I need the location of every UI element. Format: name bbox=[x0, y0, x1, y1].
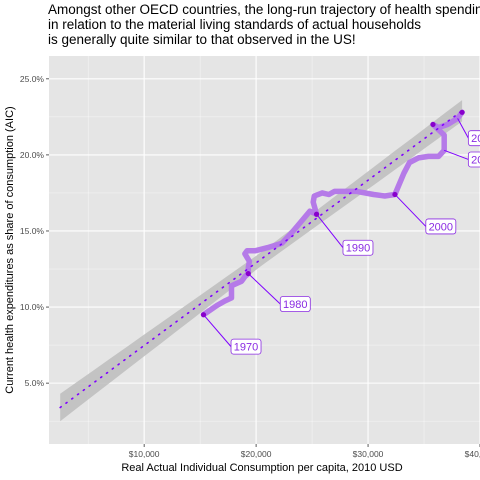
y-tick-label: 5.0% bbox=[25, 378, 45, 388]
confidence-ribbon-layer bbox=[60, 100, 463, 422]
year-label-text: 2015 bbox=[471, 133, 480, 145]
label-connector bbox=[247, 273, 281, 305]
y-tick-label: 20.0% bbox=[20, 150, 45, 160]
year-label: 2015 bbox=[467, 130, 480, 147]
year-label: 2010 bbox=[467, 151, 480, 168]
year-label-text: 2010 bbox=[471, 154, 480, 166]
label-connector bbox=[316, 213, 344, 249]
year-labels-layer: 1970 1980 1990 2000 2010 2015 bbox=[230, 130, 480, 355]
x-tick-label: $30,000 bbox=[353, 449, 384, 459]
year-point bbox=[459, 109, 465, 115]
y-axis-ticks: 5.0% 10.0% 15.0% 20.0% 25.0% bbox=[20, 74, 49, 388]
chart-title: Amongst other OECD countries, the long-r… bbox=[48, 2, 480, 47]
label-connector bbox=[394, 194, 427, 227]
chart-title-line: Amongst other OECD countries, the long-r… bbox=[48, 2, 480, 17]
grid-minor bbox=[49, 56, 480, 444]
year-point bbox=[430, 121, 436, 128]
year-label: 1990 bbox=[342, 239, 374, 256]
y-tick-label: 10.0% bbox=[20, 302, 45, 312]
year-label: 2000 bbox=[425, 218, 457, 235]
y-tick-label: 25.0% bbox=[20, 74, 45, 84]
x-tick-label: $10,000 bbox=[129, 449, 160, 459]
confidence-ribbon bbox=[60, 100, 463, 422]
x-tick-label: $40,000 bbox=[465, 449, 480, 459]
x-axis-title: Real Actual Individual Consumption per c… bbox=[121, 462, 402, 474]
x-axis-ticks: $10,000 $20,000 $30,000 $40,000 bbox=[129, 444, 480, 459]
year-label-box bbox=[230, 338, 262, 355]
label-connector bbox=[457, 118, 469, 139]
year-point bbox=[200, 312, 207, 318]
chart-title-line: is generally quite similar to that obser… bbox=[48, 32, 356, 47]
chart-title-line: in relation to the material living stand… bbox=[48, 17, 421, 32]
label-connector-layer bbox=[203, 118, 469, 347]
label-connector bbox=[203, 314, 232, 347]
x-tick-label: $20,000 bbox=[241, 449, 272, 459]
year-label-box bbox=[467, 151, 480, 168]
y-axis-title: Current health expenditures as share of … bbox=[4, 106, 16, 393]
year-label-text: 1990 bbox=[346, 243, 370, 255]
year-label-box bbox=[425, 218, 457, 235]
label-connector bbox=[444, 149, 469, 160]
year-label-box bbox=[342, 239, 374, 256]
year-label: 1970 bbox=[230, 338, 262, 355]
year-label-box bbox=[467, 130, 480, 147]
year-points-layer bbox=[200, 109, 465, 318]
year-label: 1980 bbox=[279, 296, 311, 312]
year-label-text: 2000 bbox=[429, 221, 453, 233]
y-tick-label: 15.0% bbox=[20, 226, 45, 236]
year-point bbox=[245, 270, 251, 277]
year-point bbox=[392, 191, 398, 198]
year-label-text: 1970 bbox=[234, 342, 258, 354]
year-label-text: 1980 bbox=[283, 299, 307, 311]
year-label-box bbox=[279, 296, 311, 312]
year-point bbox=[313, 211, 320, 217]
